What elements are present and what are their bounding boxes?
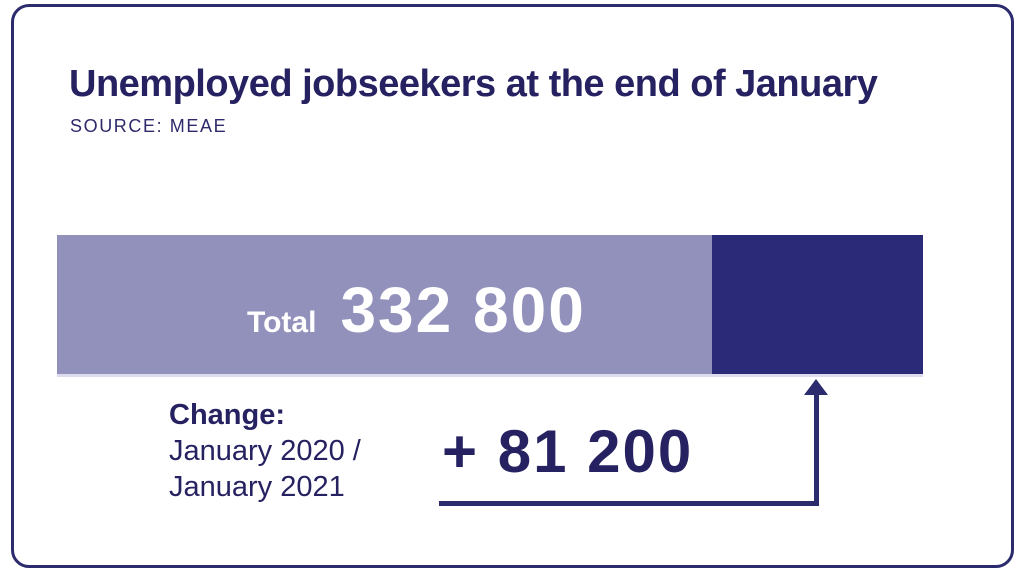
change-label: Change: xyxy=(169,399,285,431)
bar-value-group: Total 332 800 xyxy=(247,274,586,346)
change-arrow-shaft xyxy=(814,393,819,506)
total-bar: Total 332 800 xyxy=(57,235,923,377)
bar-segment-change xyxy=(711,235,923,374)
infographic-frame: Unemployed jobseekers at the end of Janu… xyxy=(11,4,1014,568)
change-arrow-underline xyxy=(439,501,819,506)
bar-segment-base: Total 332 800 xyxy=(57,235,712,374)
change-annotation: Change: January 2020 / January 2021 xyxy=(169,397,361,505)
total-label: Total xyxy=(247,306,317,339)
change-period-line1: January 2020 / xyxy=(169,435,361,467)
change-value: + 81 200 xyxy=(442,418,694,485)
chart-title: Unemployed jobseekers at the end of Janu… xyxy=(69,63,878,105)
change-period-line2: January 2021 xyxy=(169,471,345,503)
chart-source: SOURCE: MEAE xyxy=(70,116,228,136)
arrow-up-icon xyxy=(804,379,828,395)
total-value: 332 800 xyxy=(340,274,586,346)
